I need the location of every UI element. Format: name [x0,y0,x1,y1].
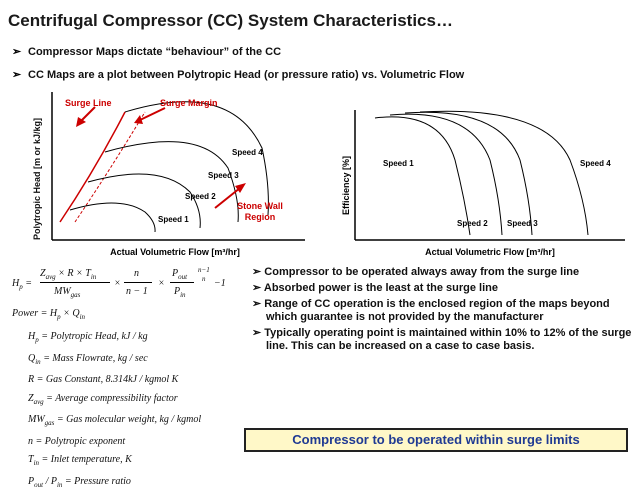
x-axis-label: Actual Volumetric Flow [m³/hr] [110,247,240,257]
definition: Tin = Inlet temperature, K [28,451,201,473]
y-axis-label: Polytropic Head [m or kJ/kg] [32,118,42,240]
bullet: CC Maps are a plot between Polytropic He… [28,69,465,81]
definition: Zavg = Average compressibility factor [28,390,201,412]
right-map [355,110,625,240]
eq-text: avg [34,398,44,406]
power-eq: Power = Hp × Qin [12,308,85,321]
title: Centrifugal Compressor (CC) System Chara… [8,11,453,30]
eq-text: avg [46,273,56,281]
definition: R = Gas Constant, 8.314kJ / kgmol K [28,371,201,390]
eq-text: = Polytropic exponent [33,436,125,447]
stone-wall-label: Region [245,212,276,222]
point: Absorbed power is the least at the surge… [252,282,632,295]
callout: Compressor to be operated within surge l… [244,428,628,452]
eq-text: MW [54,286,71,297]
points: Compressor to be operated always away fr… [252,266,632,356]
eq-text: = [25,278,32,289]
bullet-arrow: ➢ [12,69,22,81]
eq-text: = Polytropic Head, kJ / kg [39,331,148,342]
stone-wall-label: Stone Wall [237,201,283,211]
eq-text: Power = H [12,308,57,319]
eq-text: n−1 [198,266,210,274]
eq-text: −1 [214,278,226,289]
eq-text: × [158,278,165,289]
eq-text: p [19,283,23,291]
point: Typically operating point is maintained … [252,327,632,353]
speed-label: Speed 4 [580,159,611,168]
eq-text: / P [43,476,57,487]
definition: MWgas = Gas molecular weight, kg / kgmol [28,411,201,433]
eq-text: = Gas molecular weight, kg / kgmol [54,414,201,425]
eq-text: out [178,273,187,281]
eq-text: × Q [63,308,79,319]
speed-label: Speed 1 [383,159,414,168]
eq-text: out [34,481,43,489]
definition: Qin = Mass Flowrate, kg / sec [28,350,201,372]
eq-text: n [134,268,139,279]
eq-text: × [114,278,121,289]
speed-label: Speed 2 [185,192,216,201]
eq-text: in [91,273,96,281]
eq-text: = Pressure ratio [62,476,131,487]
eq-text: gas [71,291,81,299]
bullet: Compressor Maps dictate “behaviour” of t… [28,46,281,58]
eq-text: = Average compressibility factor [44,393,178,404]
point: Range of CC operation is the enclosed re… [252,298,632,324]
eq-text: p [57,313,61,321]
eq-text: gas [45,419,55,427]
eq-text: = Inlet temperature, K [39,454,132,465]
point: Compressor to be operated always away fr… [252,266,632,279]
bullet-arrow: ➢ [12,46,22,58]
eq-text: n [202,275,206,283]
eq-text: in [180,291,185,299]
eq-text: n − 1 [126,286,148,297]
eq-text: MW [28,414,45,425]
surge-line-label: Surge Line [65,98,112,108]
slide: Centrifugal Compressor (CC) System Chara… [0,0,638,479]
surge-margin-label: Surge Margin [160,98,218,108]
definition: Pout / Pin = Pressure ratio [28,473,201,494]
speed-label: Speed 2 [457,219,488,228]
x-axis-label: Actual Volumetric Flow [m³/hr] [425,247,555,257]
eq-text: in [80,313,85,321]
eq-text: × R × T [58,268,91,279]
equation: Hp = Zavg × R × Tin MWgas × n n − 1 × Po… [12,266,252,302]
speed-label: Speed 3 [208,171,239,180]
eq-text: = Mass Flowrate, kg / sec [41,353,148,364]
top-area: Centrifugal Compressor (CC) System Chara… [0,0,638,260]
definition: n = Polytropic exponent [28,433,201,452]
speed-label: Speed 4 [232,148,263,157]
eq-text: = Gas Constant, 8.314kJ / kgmol K [34,374,178,385]
definition: Hp = Polytropic Head, kJ / kg [28,328,201,350]
y-axis-label: Efficiency [%] [341,156,351,215]
speed-label: Speed 1 [158,215,189,224]
speed-label: Speed 3 [507,219,538,228]
